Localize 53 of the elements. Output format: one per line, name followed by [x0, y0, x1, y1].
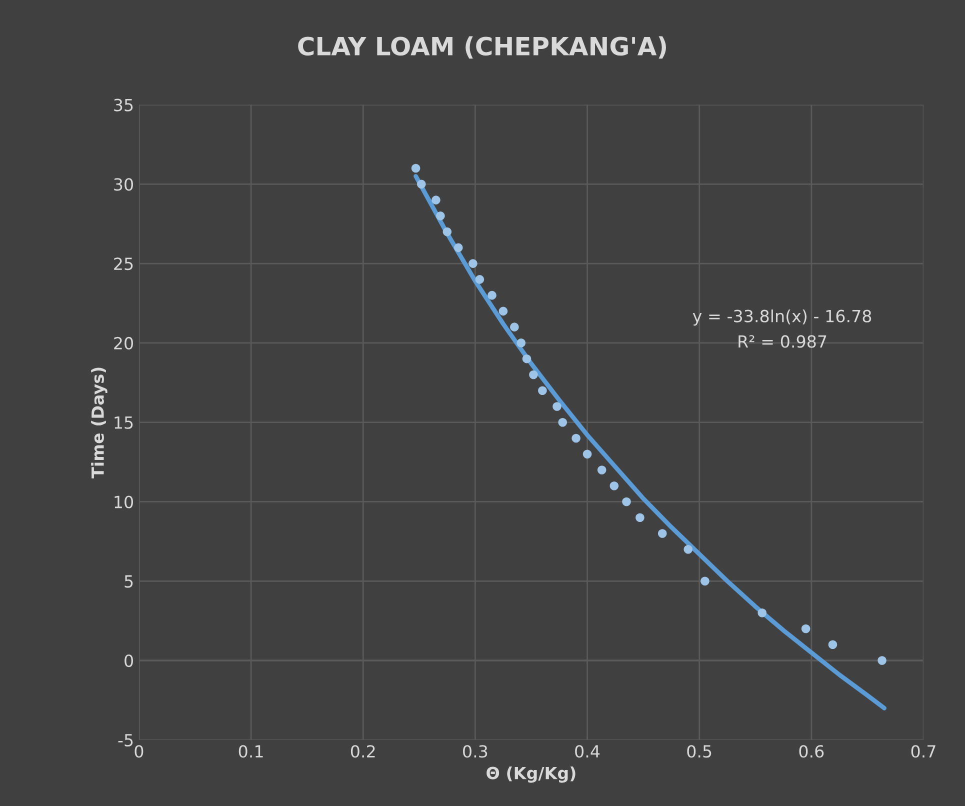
y-tick-label: 15 — [114, 416, 133, 429]
point — [552, 402, 562, 411]
point — [498, 306, 508, 316]
point — [516, 338, 526, 348]
point — [758, 608, 767, 618]
point — [510, 322, 519, 332]
line-series — [414, 174, 887, 710]
point — [538, 386, 547, 395]
point — [522, 354, 532, 364]
point — [417, 180, 426, 189]
point — [442, 227, 452, 236]
x-tick-label: 0.3 — [463, 745, 488, 758]
y-tick-label: 25 — [114, 258, 133, 270]
point — [411, 164, 420, 173]
y-tick-label: 0 — [124, 654, 133, 668]
point — [700, 576, 710, 586]
x-tick-label: 0.6 — [799, 745, 824, 758]
point — [454, 243, 463, 252]
point — [582, 450, 592, 458]
chart-title: CLAY LOAM (CHEPKANG'A) — [298, 36, 666, 59]
annotation: R² = 0.987 — [738, 335, 826, 348]
y-tick-label: 35 — [114, 98, 133, 112]
point — [828, 640, 838, 650]
y-tick-label: 5 — [124, 575, 133, 588]
point — [468, 259, 478, 268]
point — [636, 513, 644, 522]
x-tick-label: 0.7 — [911, 745, 936, 758]
x-tick-label: 0.5 — [687, 745, 712, 758]
point — [801, 624, 810, 634]
point — [488, 290, 496, 300]
x-tick-label: 0.2 — [350, 745, 375, 758]
x-tick-label: 0.4 — [575, 745, 600, 758]
point — [529, 370, 538, 380]
point — [475, 275, 484, 284]
x-axis-title: Θ (Kg/Kg) — [486, 766, 576, 783]
y-tick-label: 10 — [114, 496, 133, 508]
y-axis-title: Time (Days) — [91, 368, 108, 478]
point — [610, 481, 619, 490]
x-tick-label: 0.1 — [238, 745, 263, 758]
annotation: y = -33.8ln(x) - 16.78 — [692, 309, 872, 326]
point — [432, 196, 440, 204]
x-tick-label: 0 — [134, 745, 144, 758]
y-tick-label: -5 — [118, 734, 133, 746]
point — [597, 466, 606, 474]
y-tick-label: 20 — [114, 336, 133, 350]
point — [622, 497, 631, 506]
point — [558, 418, 568, 427]
point — [658, 529, 667, 538]
y-tick-label: 30 — [114, 178, 133, 191]
point — [572, 434, 580, 443]
point — [878, 656, 886, 665]
point — [684, 544, 693, 554]
point — [436, 212, 445, 220]
